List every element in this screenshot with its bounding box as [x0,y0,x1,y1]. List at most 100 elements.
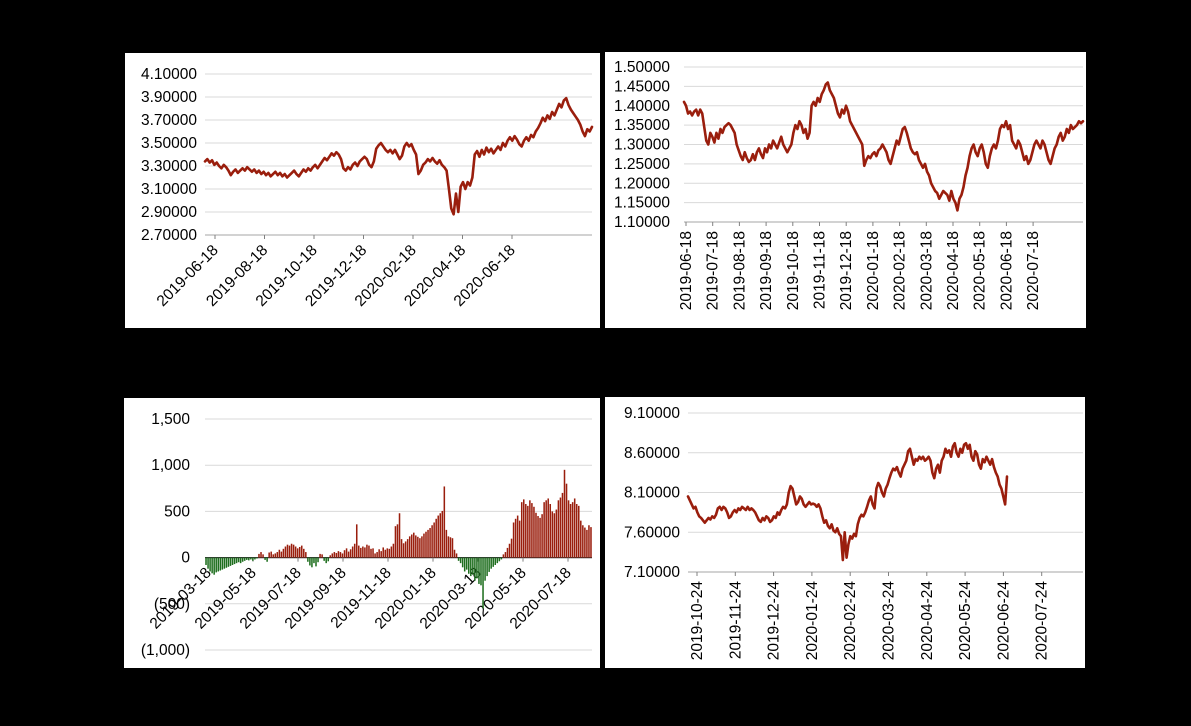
volume-bar [294,546,297,558]
volume-bar [437,515,439,558]
volume-bar [494,557,497,565]
x-tick-label: 2019-10-18 [785,231,802,310]
volume-bar [561,492,564,558]
volume-bar [382,547,384,558]
volume-bar [331,553,334,558]
volume-bar [516,515,519,558]
volume-bar [333,552,336,558]
volume-bar [563,469,566,558]
volume-bar [575,504,578,558]
volume-bar [520,502,523,558]
volume-bar [254,557,256,560]
volume-bar [523,499,525,558]
volume-bar [355,524,358,558]
volume-bar [337,551,340,558]
volume-bar [539,517,541,558]
volume-bar [303,548,305,558]
volume-bar [478,557,480,584]
volume-bar [296,548,299,558]
volume-bar [502,554,505,558]
volume-bar [573,498,576,558]
x-tick-label: 2020-04-24 [919,581,936,661]
volume-bar [270,551,272,558]
volume-bar [549,504,552,558]
volume-bar [429,528,431,558]
volume-bar [545,500,547,558]
volume-bar [582,525,584,558]
y-tick-label: 1,500 [151,411,190,428]
volume-bar [225,557,228,568]
volume-bar [298,546,301,558]
volume-bar [543,502,545,558]
volume-bar [423,533,425,558]
y-tick-label: 1.45000 [614,78,670,95]
volume-bar [465,557,468,570]
y-tick-label: 1.10000 [614,214,670,231]
volume-bar [535,512,537,558]
price-line [686,441,1009,562]
volume-bar [262,554,264,558]
volume-bar [415,535,417,558]
volume-bar [455,553,458,558]
volume-bar [284,546,287,558]
volume-bar [468,557,470,574]
volume-bar [533,506,535,558]
volume-bar [268,552,270,558]
volume-bar [537,516,539,558]
volume-bar [555,509,558,558]
volume-bar [288,545,291,558]
volume-bar [567,500,570,558]
volume-bar [518,520,521,558]
volume-bar [235,557,238,564]
y-tick-label: 4.10000 [141,66,197,83]
volume-bar [290,543,293,558]
y-tick-label: 2.90000 [141,204,197,221]
volume-bar [329,555,332,558]
volume-bar [459,557,462,564]
volume-bar [492,557,494,567]
y-tick-label: 2.70000 [141,227,197,244]
volume-bar [274,553,277,558]
volume-bar [396,524,399,558]
volume-bar [486,557,488,577]
volume-bar [264,557,266,560]
chart-panel-top-left: 4.10000 3.90000 3.70000 3.50000 3.30000 3.100… [125,53,600,328]
volume-bar [425,531,427,558]
volume-bar [451,538,454,558]
y-tick-label: 3.90000 [141,89,197,106]
volume-bar [557,500,560,558]
volume-bar [541,514,543,558]
y-tick-label: 1.15000 [614,195,670,212]
volume-bar [380,551,382,558]
volume-bar [362,546,364,558]
volume-bar [431,525,433,558]
volume-bar [498,557,501,562]
volume-bar [311,557,313,568]
volume-bar [531,503,533,558]
x-tick-label: 2019-08-18 [731,231,748,310]
volume-bar [307,557,309,562]
volume-bar [525,504,527,558]
volume-bar [341,553,344,558]
volume-bar [417,536,419,558]
y-tick-label: 3.30000 [141,158,197,175]
volume-bar [410,534,413,558]
volume-bar [300,545,303,558]
volume-bar [276,552,279,558]
volume-bar [272,554,274,558]
volume-bar [376,552,378,558]
volume-bar [241,557,244,562]
volume-bar [250,557,252,560]
volume-bar [439,513,442,558]
volume-bar [335,552,338,558]
volume-bar [580,520,582,558]
volume-bar [496,557,499,564]
volume-bar [325,557,327,564]
volume-bar [408,536,411,558]
y-tick-label: 1.25000 [614,156,670,173]
volume-bar [317,557,319,563]
volume-bar [223,557,226,569]
volume-bar [374,553,376,558]
y-tick-label: 1.30000 [614,137,670,154]
y-tick-label: 8.60000 [624,445,680,462]
